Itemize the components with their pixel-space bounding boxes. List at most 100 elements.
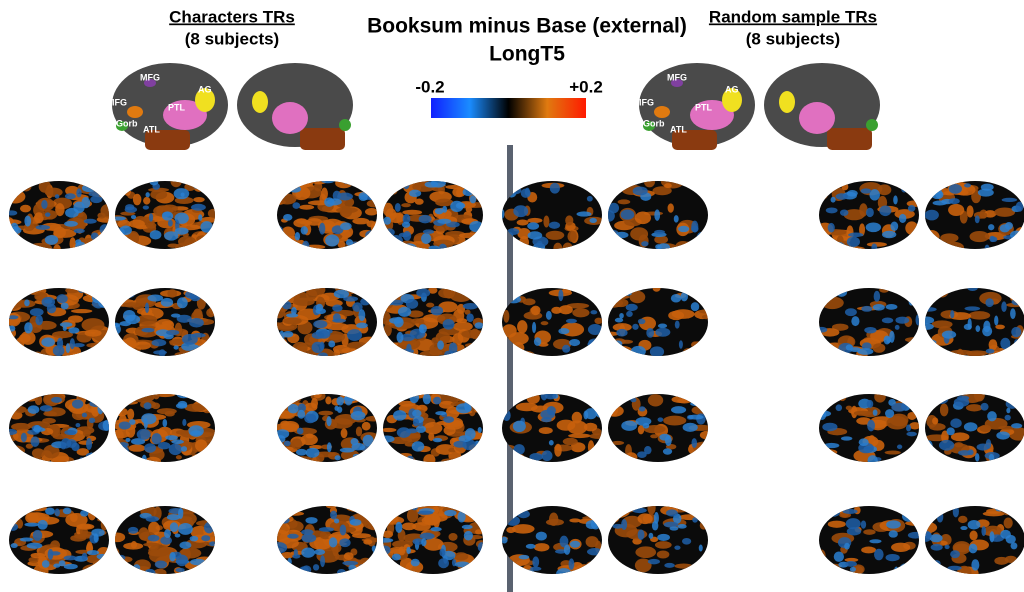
blob [516,568,523,574]
blob [960,525,968,531]
blob [819,549,826,562]
blob [643,425,666,434]
blob [1002,394,1015,400]
roi-label: PTL [695,102,713,112]
blob [988,224,995,231]
blob [835,404,843,412]
blob [350,438,359,446]
blob [663,415,687,426]
blob [502,324,517,338]
blob [664,183,672,189]
blob [98,181,104,185]
blob [25,443,34,449]
blob [370,343,377,355]
blob [34,212,44,224]
blob [635,546,657,559]
blob [845,518,861,530]
blob [340,428,348,439]
blob [20,432,27,443]
blob [117,506,126,517]
blob [647,506,656,515]
blob [143,402,152,410]
blob [906,559,919,567]
blob [453,552,469,561]
blob [530,305,541,316]
blob [932,417,939,425]
blob [388,212,405,224]
blob [86,550,100,556]
blob [939,403,949,417]
blob [819,512,824,522]
roi-mfg [671,79,683,87]
blob [9,507,16,515]
blob [47,548,54,560]
blob [830,196,836,203]
blob [198,214,203,221]
blob [930,543,943,551]
blob [589,217,597,224]
blob [617,199,631,205]
blob [406,428,418,434]
blob [422,394,431,405]
blob [512,420,526,433]
blob [348,181,360,186]
blob [346,341,368,349]
blob [654,541,672,549]
blob [615,453,630,462]
roi-ifg [654,106,670,118]
blob [69,237,76,249]
blob [569,518,581,523]
roi-atl [672,130,717,150]
blob [950,418,962,428]
blob [851,316,860,327]
blob [422,229,435,234]
blob [32,351,43,356]
blob [861,546,877,554]
blob [925,531,932,539]
blob [300,226,308,235]
blob [594,454,602,462]
blob [517,228,531,240]
blob [182,418,187,427]
blob [204,235,215,248]
blob [634,211,651,225]
blob [9,312,21,327]
blob [173,345,179,350]
blob [287,557,292,566]
blob [819,293,830,306]
blob [282,394,302,404]
blob [433,396,442,405]
blob [326,442,332,453]
blob [963,422,978,432]
blob [9,243,14,249]
blob [364,181,377,187]
blob [93,533,99,543]
blob [999,224,1010,233]
blob [28,242,53,249]
blob [313,320,328,329]
blob [13,394,22,400]
blob [982,325,993,337]
blob [632,537,642,545]
blob [193,197,205,203]
blob [569,339,581,347]
blob [849,566,856,572]
blob [594,317,602,325]
blob [9,428,18,436]
blob [907,411,917,420]
blob [630,227,649,241]
blob [1000,337,1011,350]
blob [27,405,40,414]
blob [45,507,55,515]
blob [197,345,203,353]
blob [980,402,989,411]
blob [390,349,404,356]
blob [81,318,105,332]
blob [630,345,646,356]
blob [358,309,366,322]
blob [50,551,61,556]
blob [895,316,910,324]
blob [594,233,602,243]
blob [421,233,432,244]
blob [613,340,623,347]
